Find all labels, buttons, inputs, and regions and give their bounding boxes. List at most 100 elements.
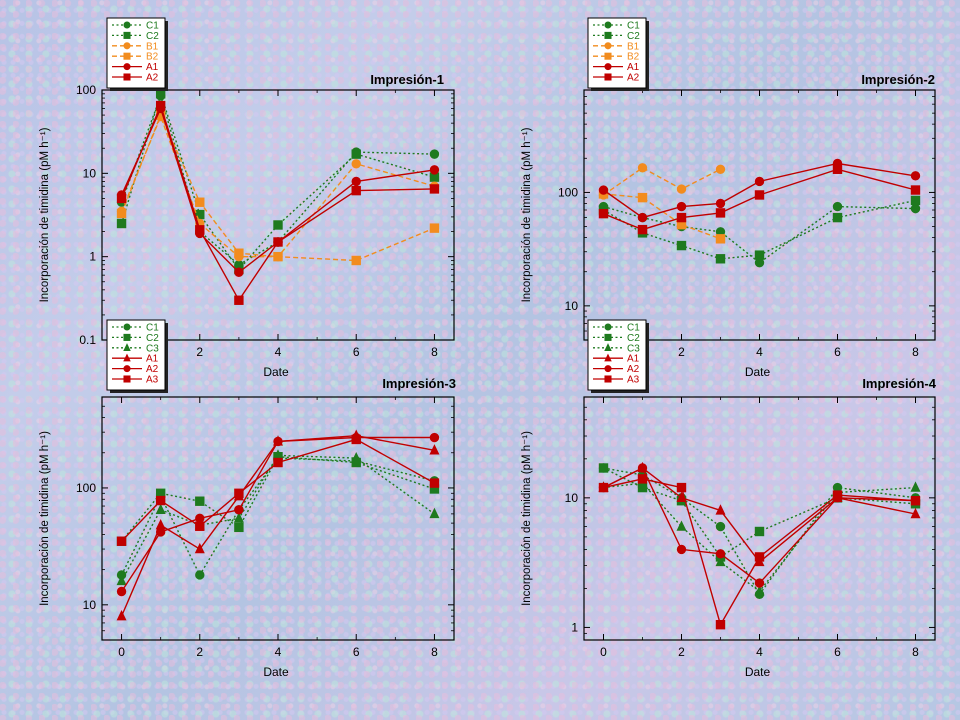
legend-marker (123, 52, 131, 60)
legend-marker-group (123, 21, 131, 29)
x-tick-label: 6 (353, 645, 360, 659)
legend-marker (604, 73, 612, 81)
data-point (715, 619, 726, 630)
legend-marker (604, 31, 612, 39)
y-tick-label: 100 (76, 83, 96, 97)
x-tick-label: 8 (912, 345, 919, 359)
y-tick-label: 10 (565, 491, 579, 505)
data-point (273, 457, 283, 468)
data-point (832, 201, 843, 212)
chart-title: Impresión-4 (862, 376, 936, 391)
series-line (120, 454, 435, 582)
data-point (273, 251, 283, 262)
x-tick-label: 4 (275, 345, 282, 359)
series-line (120, 457, 435, 577)
data-point (676, 544, 687, 555)
data-point (754, 176, 765, 187)
legend-label: C1 (146, 21, 159, 32)
legend-label: A1 (627, 62, 640, 73)
data-point (351, 451, 362, 463)
data-point (116, 586, 127, 597)
data-point (429, 184, 440, 194)
legend-box (106, 17, 166, 89)
legend-label: A2 (146, 364, 159, 375)
data-point (116, 574, 127, 586)
legend-marker-group (123, 365, 131, 373)
series-B2 (116, 110, 440, 266)
y-tick-label: 100 (76, 481, 96, 495)
y-axis-label: Incorporación de timidina (pM h⁻¹) (39, 127, 51, 302)
legend-marker (604, 63, 612, 71)
data-point (910, 195, 921, 206)
legend-marker-group (604, 333, 612, 341)
legend-marker (123, 73, 131, 81)
data-point (910, 171, 921, 181)
data-point (116, 208, 127, 219)
x-tick-label: 6 (834, 645, 841, 659)
data-point (195, 513, 205, 523)
x-axis-label: Date (745, 365, 771, 379)
data-point (910, 481, 921, 492)
data-point (429, 165, 440, 175)
legend-marker (604, 353, 612, 362)
legend-marker (604, 365, 612, 373)
series-C3 (116, 449, 440, 586)
data-point (910, 185, 921, 195)
data-point (676, 201, 687, 212)
data-point (637, 192, 648, 203)
data-point (715, 549, 726, 559)
legend-marker (123, 333, 131, 341)
legend-box (106, 319, 166, 391)
data-point (429, 444, 440, 455)
legend-marker (123, 31, 131, 39)
data-point (715, 198, 726, 209)
legend-label: C2 (146, 31, 159, 42)
data-point (429, 507, 440, 519)
legend-label: C2 (146, 333, 159, 344)
x-tick-label: 8 (431, 345, 438, 359)
plot-frame (583, 396, 936, 641)
legend-label: C2 (627, 31, 640, 42)
data-point (116, 193, 127, 204)
legend-marker-group (604, 73, 612, 81)
legend-marker-group (123, 63, 131, 71)
legend-marker-group (604, 353, 612, 362)
data-point (429, 223, 440, 233)
legend-marker (604, 375, 612, 383)
data-point (429, 149, 440, 159)
legend-box (587, 319, 647, 391)
x-tick-label: 2 (678, 345, 685, 359)
data-point (234, 522, 244, 533)
legend-marker (604, 21, 612, 29)
data-point (832, 212, 843, 223)
data-point (715, 555, 726, 567)
data-point (754, 552, 765, 562)
data-point (754, 585, 765, 596)
data-point (715, 208, 726, 218)
series-C2 (598, 195, 921, 264)
legend-label: A2 (627, 364, 640, 375)
plot-frame (583, 89, 936, 341)
legend-marker-group (123, 375, 131, 383)
data-point (429, 432, 440, 443)
x-tick-label: 4 (275, 645, 282, 659)
series-A2 (116, 100, 440, 305)
series-C3 (598, 476, 921, 596)
legend-label: C3 (146, 343, 159, 354)
series-line (603, 199, 916, 260)
legend-marker-group (123, 353, 131, 362)
data-point (910, 507, 921, 519)
chart-title: Impresión-2 (861, 72, 935, 87)
x-tick-label: 8 (912, 645, 919, 659)
legend-marker-group (604, 323, 612, 331)
chart-title: Impresión-3 (382, 376, 456, 391)
data-point (195, 496, 205, 506)
legend-marker (123, 323, 131, 331)
legend-marker (604, 52, 612, 60)
legend-label: A1 (146, 354, 159, 365)
data-point (195, 521, 205, 531)
data-point (676, 184, 687, 194)
data-point (155, 495, 166, 506)
legend-marker-group (604, 21, 612, 29)
